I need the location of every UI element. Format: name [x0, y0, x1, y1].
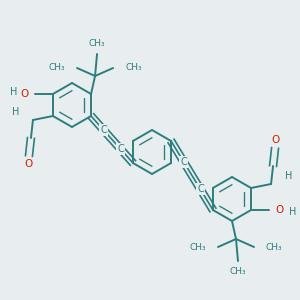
Text: O: O: [271, 135, 279, 145]
Text: H: H: [289, 207, 296, 217]
Text: H: H: [285, 171, 292, 181]
Text: C: C: [180, 157, 187, 167]
Text: H: H: [12, 107, 19, 117]
Text: H: H: [10, 87, 17, 97]
Text: C: C: [117, 144, 124, 154]
Text: CH₃: CH₃: [230, 266, 246, 275]
Text: O: O: [275, 205, 283, 215]
Text: CH₃: CH₃: [89, 40, 105, 49]
Text: C: C: [100, 125, 107, 135]
Text: CH₃: CH₃: [125, 64, 142, 73]
Text: CH₃: CH₃: [266, 242, 283, 251]
Text: CH₃: CH₃: [189, 242, 206, 251]
Text: CH₃: CH₃: [48, 64, 65, 73]
Text: O: O: [21, 89, 29, 99]
Text: O: O: [25, 159, 33, 169]
Text: C: C: [197, 184, 204, 194]
